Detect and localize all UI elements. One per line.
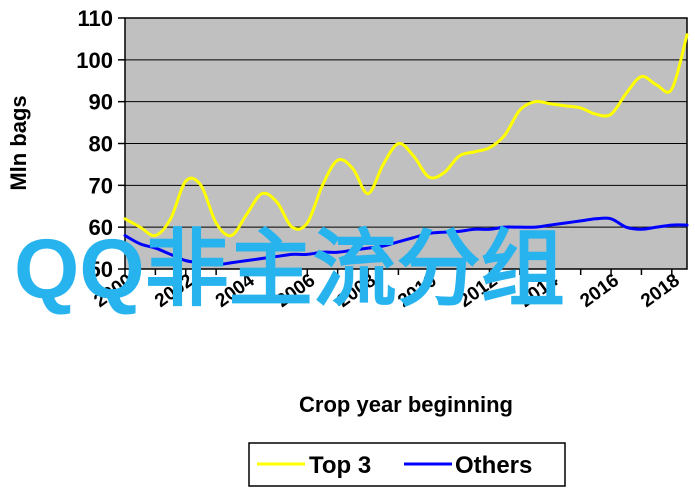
legend-label-top-3: Top 3	[309, 452, 371, 479]
y-tick-label-110: 110	[78, 6, 114, 31]
legend: Top 3 Others	[248, 442, 566, 487]
x-axis-title: Crop year beginning	[299, 392, 513, 417]
legend-label-others: Others	[455, 452, 532, 479]
series-line-others	[123, 216, 689, 267]
y-axis-title: Mln bags	[6, 95, 31, 190]
y-axis-ticks: 50 60 70 80 90 100 110	[76, 6, 125, 282]
y-tick-label-50: 50	[89, 257, 113, 282]
y-tick-label-80: 80	[89, 132, 113, 157]
series-line-top-3	[123, 33, 689, 238]
watermark-text: QQ非主流分组	[14, 222, 565, 316]
y-tick-label-70: 70	[89, 173, 113, 198]
y-tick-label-60: 60	[89, 215, 113, 240]
series-lines	[123, 33, 689, 267]
y-tick-label-100: 100	[76, 48, 113, 73]
y-tick-label-90: 90	[89, 90, 113, 115]
